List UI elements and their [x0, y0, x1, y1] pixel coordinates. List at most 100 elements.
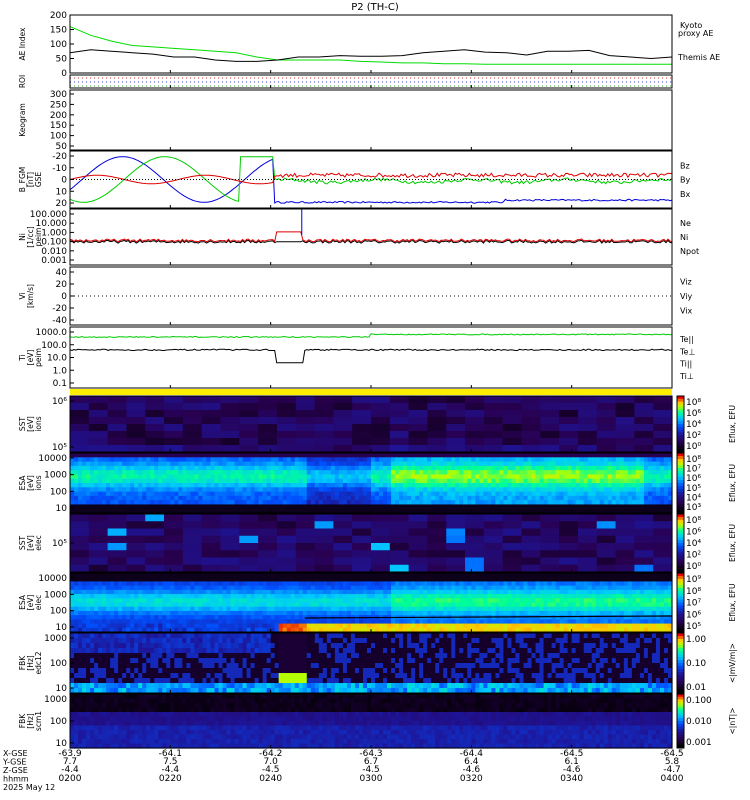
heatmap-cell	[238, 491, 244, 497]
heatmap-cell	[459, 491, 464, 497]
heatmap-cell	[575, 577, 581, 583]
heatmap-cell	[70, 673, 75, 679]
heatmap-cell	[202, 610, 208, 616]
heatmap-cell	[455, 602, 460, 608]
heatmap-cell	[358, 487, 364, 493]
heatmap-cell	[164, 438, 184, 446]
heatmap-cell	[431, 594, 436, 599]
heatmap-cell	[431, 598, 436, 604]
heatmap-cell	[314, 508, 320, 514]
heatmap-cell	[270, 483, 276, 488]
heatmap-cell	[278, 474, 284, 480]
heatmap-cell	[186, 615, 191, 620]
heatmap-cell	[639, 615, 645, 620]
heatmap-cell	[635, 606, 641, 612]
heatmap-cell	[70, 598, 75, 604]
heatmap-cell	[559, 543, 579, 551]
heatmap-cell	[455, 577, 460, 583]
heatmap-cell	[463, 619, 468, 625]
heatmap-cell	[623, 602, 629, 608]
heatmap-cell	[467, 606, 472, 612]
heatmap-cell	[222, 483, 228, 488]
heatmap-cell	[174, 461, 179, 467]
heatmap-cell	[503, 508, 509, 514]
heatmap-cell	[138, 663, 143, 669]
heatmap-cell	[278, 461, 284, 467]
heatmap-cell	[663, 589, 669, 595]
heatmap-cell	[258, 521, 278, 530]
heatmap-cell	[519, 606, 525, 612]
heatmap-cell	[603, 598, 609, 604]
heatmap-cell	[611, 606, 617, 612]
heatmap-cell	[122, 573, 127, 578]
heatmap-cell	[579, 606, 585, 612]
heatmap-cell	[647, 581, 653, 587]
heatmap-cell	[391, 453, 396, 458]
heatmap-cell	[154, 653, 159, 659]
heatmap-cell	[467, 619, 472, 625]
heatmap-cell	[262, 465, 268, 471]
heatmap-cell	[521, 514, 541, 522]
heatmap-cell	[559, 623, 565, 629]
heatmap-cell	[475, 585, 480, 591]
heatmap-cell	[218, 573, 224, 578]
heatmap-cell	[86, 495, 91, 501]
heatmap-cell	[423, 594, 428, 599]
heatmap-cell	[234, 577, 240, 583]
heatmap-cell	[455, 598, 460, 604]
heatmap-cell	[631, 478, 637, 484]
heatmap-cell	[126, 474, 131, 480]
heatmap-cell	[419, 508, 424, 514]
heatmap-cell	[174, 602, 179, 608]
heatmap-cell	[603, 610, 609, 616]
heatmap-cell	[294, 495, 300, 501]
heatmap-cell	[78, 500, 83, 506]
heatmap-cell	[314, 474, 320, 480]
heatmap-cell	[298, 483, 304, 488]
heatmap-cell	[543, 491, 549, 497]
heatmap-cell	[611, 478, 617, 484]
heatmap-cell	[98, 627, 103, 633]
heatmap-cell	[487, 594, 492, 599]
heatmap-cell	[383, 465, 388, 471]
heatmap-cell	[218, 615, 224, 620]
heatmap-cell	[286, 474, 292, 480]
heatmap-cell	[446, 424, 466, 432]
heatmap-cell	[655, 585, 661, 591]
heatmap-cell	[322, 581, 328, 587]
heatmap-cell	[559, 598, 565, 604]
heatmap-cell	[579, 627, 585, 633]
heatmap-cell	[82, 465, 87, 471]
heatmap-cell	[282, 491, 288, 497]
heatmap-cell	[138, 491, 143, 497]
heatmap-cell	[487, 508, 492, 514]
heatmap-cell	[547, 623, 553, 629]
heatmap-cell	[634, 543, 654, 551]
heatmap-cell	[126, 508, 131, 514]
heatmap-cell	[471, 602, 476, 608]
heatmap-cell	[535, 594, 541, 599]
heatmap-cell	[467, 457, 472, 463]
heatmap-cell	[619, 483, 625, 488]
heatmap-cell	[134, 461, 139, 467]
heatmap-cell	[298, 606, 304, 612]
heatmap-cell	[543, 465, 549, 471]
heatmap-cell	[138, 589, 143, 595]
heatmap-cell	[114, 688, 119, 694]
heatmap-cell	[186, 585, 191, 591]
heatmap-cell	[567, 623, 573, 629]
heatmap-cell	[391, 474, 396, 480]
heatmap-cell	[627, 619, 633, 625]
heatmap-cell	[431, 589, 436, 595]
heatmap-cell	[387, 623, 392, 629]
heatmap-cell	[286, 581, 292, 587]
heatmap-cell	[667, 581, 673, 587]
heatmap-cell	[94, 633, 99, 639]
heatmap-cell	[375, 465, 380, 471]
heatmap-cell	[246, 483, 252, 488]
heatmap-cell	[278, 581, 284, 587]
heatmap-cell	[631, 615, 637, 620]
heatmap-cell	[575, 606, 581, 612]
heatmap-cell	[342, 483, 348, 488]
heatmap-cell	[487, 589, 492, 595]
